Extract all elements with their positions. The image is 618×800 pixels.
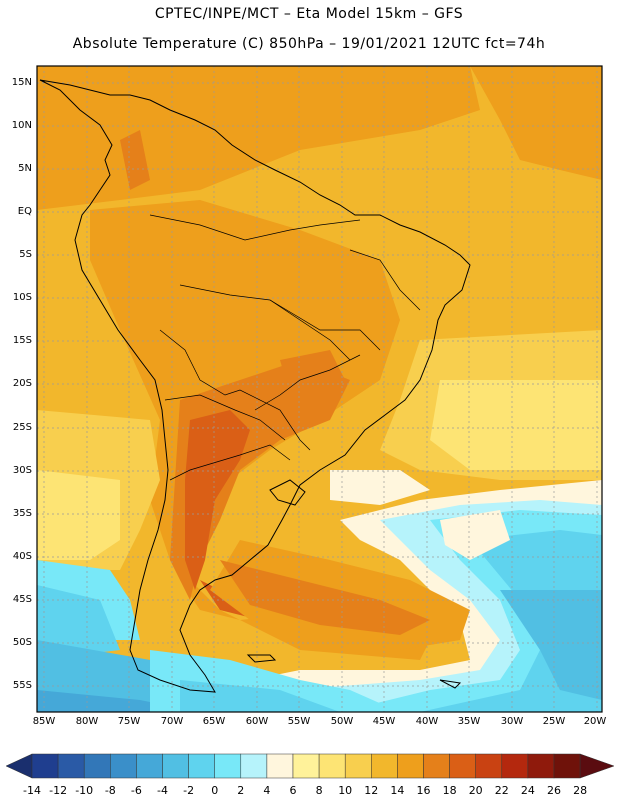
map-frame: [36, 65, 603, 713]
lon-label-60w: 60W: [245, 716, 269, 727]
lon-label-85w: 85W: [32, 716, 56, 727]
colorbar-swatch: [397, 753, 424, 779]
colorbar-swatch: [318, 753, 346, 779]
colorbar-label: -12: [49, 784, 68, 797]
colorbar-label: 26: [547, 784, 561, 797]
lat-label-10n: 10N: [11, 120, 32, 131]
colorbar-label: 12: [364, 784, 379, 797]
lat-label-25s: 25S: [12, 422, 32, 433]
colorbar-swatch: [371, 753, 398, 779]
colorbar-swatch: [57, 753, 85, 779]
lon-label-20w: 20W: [583, 716, 607, 727]
lat-label-15n: 15N: [11, 77, 32, 88]
graticule: [37, 66, 602, 712]
colorbar-swatch: [449, 753, 476, 779]
colorbar-label: -14: [23, 784, 41, 797]
colorbar-label: 24: [520, 784, 535, 797]
map-title-line1: CPTEC/INPE/MCT – Eta Model 15km – GFS: [154, 6, 464, 22]
colorbar: [5, 753, 615, 779]
colorbar-arrow-low: [5, 753, 33, 779]
colorbar-label: -8: [104, 784, 116, 797]
lon-label-80w: 80W: [75, 716, 99, 727]
colorbar-swatch: [501, 753, 529, 779]
colorbar-swatch: [188, 753, 215, 779]
lat-label-50s: 50S: [12, 637, 32, 648]
colorbar-swatch: [475, 753, 503, 779]
colorbar-label: 22: [494, 784, 509, 797]
lat-label-40s: 40S: [12, 551, 32, 562]
colorbar-swatch: [423, 753, 450, 779]
colorbar-label: -2: [183, 784, 195, 797]
colorbar-swatch: [240, 753, 268, 779]
lat-label-45s: 45S: [12, 594, 32, 605]
map-title-line2: Absolute Temperature (C) 850hPa – 19/01/…: [72, 36, 546, 52]
colorbar-label: 0: [211, 784, 219, 797]
lon-label-40w: 40W: [415, 716, 439, 727]
lon-label-30w: 30W: [500, 716, 524, 727]
colorbar-label: 10: [338, 784, 353, 797]
lat-label-20s: 20S: [12, 378, 32, 389]
lon-label-25w: 25W: [542, 716, 566, 727]
colorbar-swatch: [110, 753, 137, 779]
colorbar-arrow-high: [579, 753, 615, 779]
colorbar-label: 14: [390, 784, 405, 797]
temperature-field: [37, 66, 602, 712]
colorbar-label: 28: [573, 784, 588, 797]
lon-label-55w: 55W: [287, 716, 311, 727]
colorbar-label: -10: [75, 784, 94, 797]
colorbar-swatch: [162, 753, 189, 779]
colorbar-swatch: [266, 753, 294, 779]
colorbar-label: 4: [263, 784, 271, 797]
colorbar-label: 20: [468, 784, 483, 797]
colorbar-label: -6: [130, 784, 142, 797]
lat-label-10s: 10S: [12, 292, 32, 303]
lon-label-35w: 35W: [457, 716, 481, 727]
lat-label-30s: 30S: [12, 465, 32, 476]
lat-label-55s: 55S: [12, 680, 32, 691]
colorbar-swatch: [344, 753, 372, 779]
colorbar-label: 16: [416, 784, 431, 797]
colorbar-swatch: [553, 753, 581, 779]
coastline: [39, 79, 471, 693]
colorbar-label: 8: [315, 784, 323, 797]
colorbar-label: 18: [442, 784, 457, 797]
lat-label-5s: 5S: [19, 249, 32, 260]
lon-label-65w: 65W: [202, 716, 226, 727]
colorbar-swatch: [214, 753, 242, 779]
lon-label-75w: 75W: [117, 716, 141, 727]
lat-label-eq: EQ: [17, 206, 32, 217]
lon-label-70w: 70W: [160, 716, 184, 727]
lon-label-50w: 50W: [330, 716, 354, 727]
lat-label-15s: 15S: [12, 335, 32, 346]
colorbar-label: 6: [289, 784, 297, 797]
colorbar-swatch: [31, 753, 59, 779]
colorbar-swatch: [83, 753, 111, 779]
colorbar-label: 2: [237, 784, 245, 797]
colorbar-label: -4: [157, 784, 168, 797]
colorbar-swatch: [292, 753, 320, 779]
colorbar-swatch: [527, 753, 555, 779]
lat-label-35s: 35S: [12, 508, 32, 519]
lat-label-5n: 5N: [18, 163, 32, 174]
country-borders: [149, 214, 421, 481]
colorbar-swatch: [136, 753, 163, 779]
lon-label-45w: 45W: [372, 716, 396, 727]
